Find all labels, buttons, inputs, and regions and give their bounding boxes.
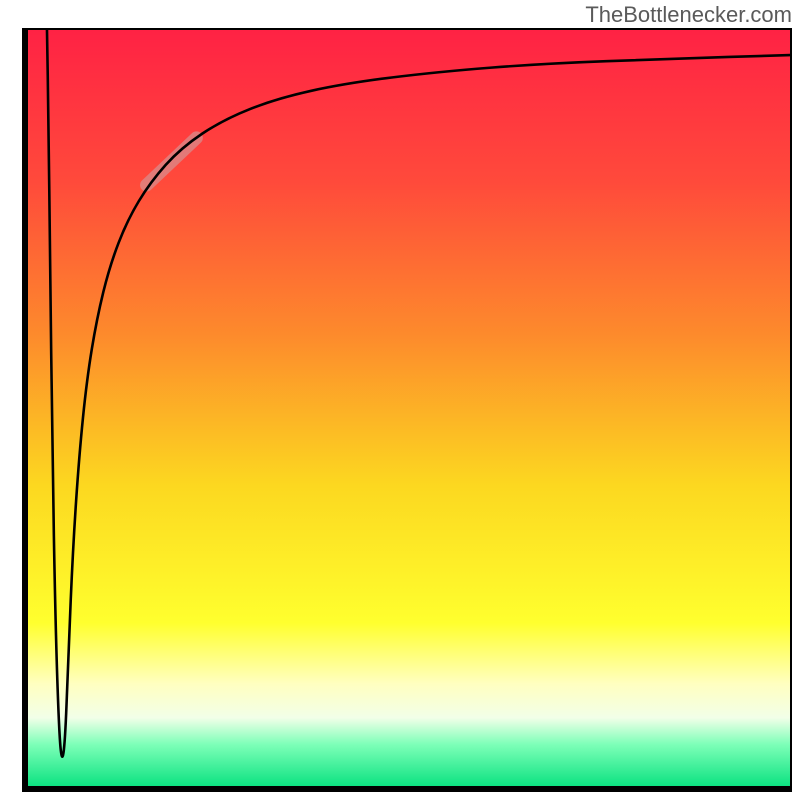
attribution-text: TheBottlenecker.com	[585, 2, 792, 28]
heat-gradient	[24, 30, 790, 790]
bottleneck-chart-container: TheBottlenecker.com	[0, 0, 800, 800]
